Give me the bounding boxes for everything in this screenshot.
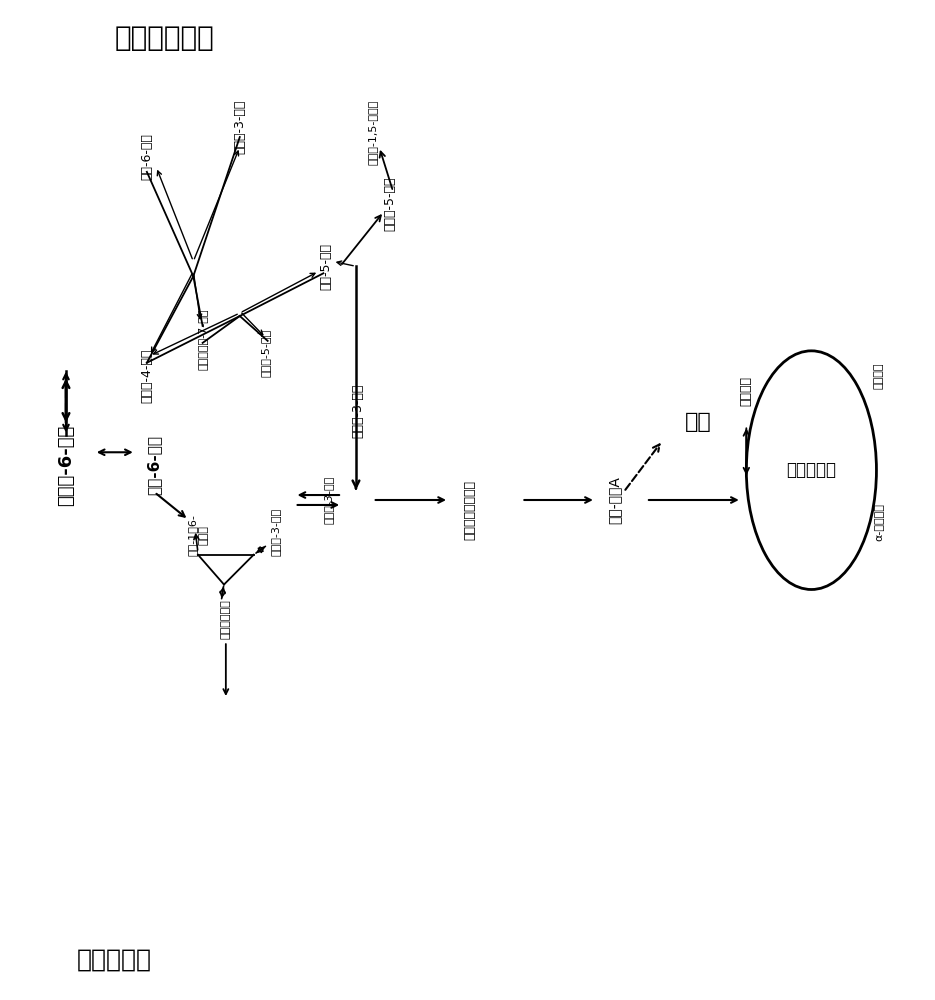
Text: 果糖-6-磷酸: 果糖-6-磷酸 xyxy=(147,435,162,495)
Text: 磷酸戊糖途径: 磷酸戊糖途径 xyxy=(114,24,214,52)
Text: 总脂: 总脂 xyxy=(684,412,712,432)
Text: 磷酸二羟丙酮: 磷酸二羟丙酮 xyxy=(221,599,231,639)
Text: 赤藓糖-4-磷酸: 赤藓糖-4-磷酸 xyxy=(140,349,153,403)
Text: 木酮糖-5-磷酸: 木酮糖-5-磷酸 xyxy=(261,329,271,377)
Text: 乙酰-辅酶A: 乙酰-辅酶A xyxy=(608,476,622,524)
Text: 果糖-6-磷酸: 果糖-6-磷酸 xyxy=(140,133,153,180)
Text: 糖酵解途径: 糖酵解途径 xyxy=(77,947,152,971)
Text: 核酮糖-5-磷酸: 核酮糖-5-磷酸 xyxy=(383,176,396,231)
Text: 甘油醛-3-磷酸: 甘油醛-3-磷酸 xyxy=(270,508,280,556)
Text: 甘油酸-3-磷酸: 甘油酸-3-磷酸 xyxy=(352,383,365,438)
Text: 果糖-1，6-
二磷酸: 果糖-1，6- 二磷酸 xyxy=(187,514,209,556)
Text: 甘油醛-3-磷酸: 甘油醛-3-磷酸 xyxy=(324,476,333,524)
Text: 景天庚酮糖-7-磷酸: 景天庚酮糖-7-磷酸 xyxy=(197,308,208,370)
Text: 甘油醛-3-磷酸: 甘油醛-3-磷酸 xyxy=(234,100,246,154)
Text: 葡萄糖-6-磷酸: 葡萄糖-6-磷酸 xyxy=(57,425,75,506)
Text: 草酰乙酸: 草酰乙酸 xyxy=(740,376,753,406)
Text: 延胡素酸: 延胡素酸 xyxy=(873,362,884,389)
Text: 核糖-5-磷酸: 核糖-5-磷酸 xyxy=(320,243,333,290)
Text: 磷酸烯醇式丙酮酸: 磷酸烯醇式丙酮酸 xyxy=(464,480,477,540)
Text: α-酮戊二酸: α-酮戊二酸 xyxy=(874,503,885,541)
Text: 三羧酸循环: 三羧酸循环 xyxy=(786,461,837,479)
Text: 核酮糖-1,5-二磷酸: 核酮糖-1,5-二磷酸 xyxy=(367,99,378,165)
